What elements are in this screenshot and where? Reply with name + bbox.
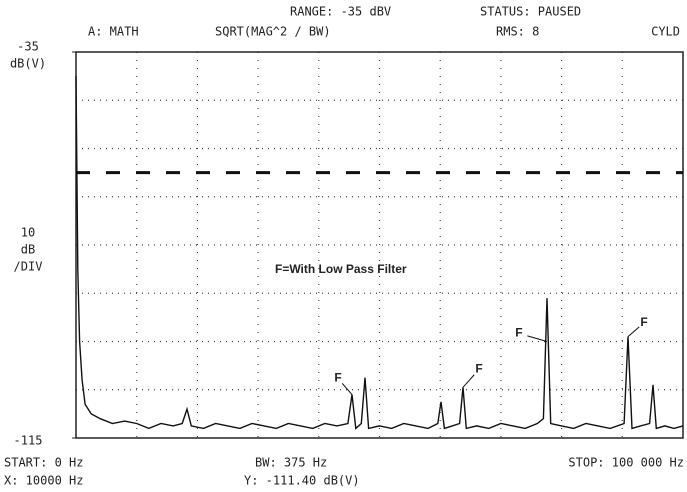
x-readout: X: 10000 Hz (4, 474, 83, 488)
range: RANGE: -35 dBV (290, 5, 391, 19)
y-tick-label: -115 (14, 434, 43, 448)
channel: A: MATH (88, 25, 139, 39)
y-tick-label: -35 (17, 40, 39, 54)
rms: RMS: 8 (496, 25, 539, 39)
marker-label: F (475, 362, 482, 376)
function: SQRT(MAG^2 / BW) (215, 25, 331, 39)
plot-border (75, 51, 684, 439)
start: START: 0 Hz (4, 456, 83, 470)
marker-arrow (341, 383, 353, 395)
stop: STOP: 100 000 Hz (568, 456, 684, 470)
marker-label: F (334, 371, 341, 385)
trace (75, 76, 684, 430)
marker-arrow (462, 374, 475, 388)
marker-arrow (627, 326, 640, 338)
bw: BW: 375 Hz (255, 456, 327, 470)
status: STATUS: PAUSED (480, 5, 581, 19)
y-readout: Y: -111.40 dB(V) (244, 474, 360, 488)
marker-arrow (527, 335, 548, 342)
annotation: F=With Low Pass Filter (275, 262, 407, 276)
y-div: dB (21, 243, 35, 257)
marker-label: F (515, 326, 522, 340)
y-unit: dB(V) (10, 57, 46, 71)
marker-label: F (640, 315, 647, 329)
y-div: 10 (21, 226, 35, 240)
mode: CYLD (651, 25, 680, 39)
y-div: /DIV (14, 260, 43, 274)
